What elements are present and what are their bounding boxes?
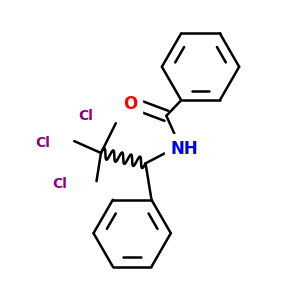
Text: NH: NH [170, 140, 198, 158]
Text: Cl: Cl [52, 177, 67, 191]
Text: Cl: Cl [36, 136, 50, 150]
Text: Cl: Cl [79, 109, 94, 123]
Text: O: O [123, 95, 137, 113]
